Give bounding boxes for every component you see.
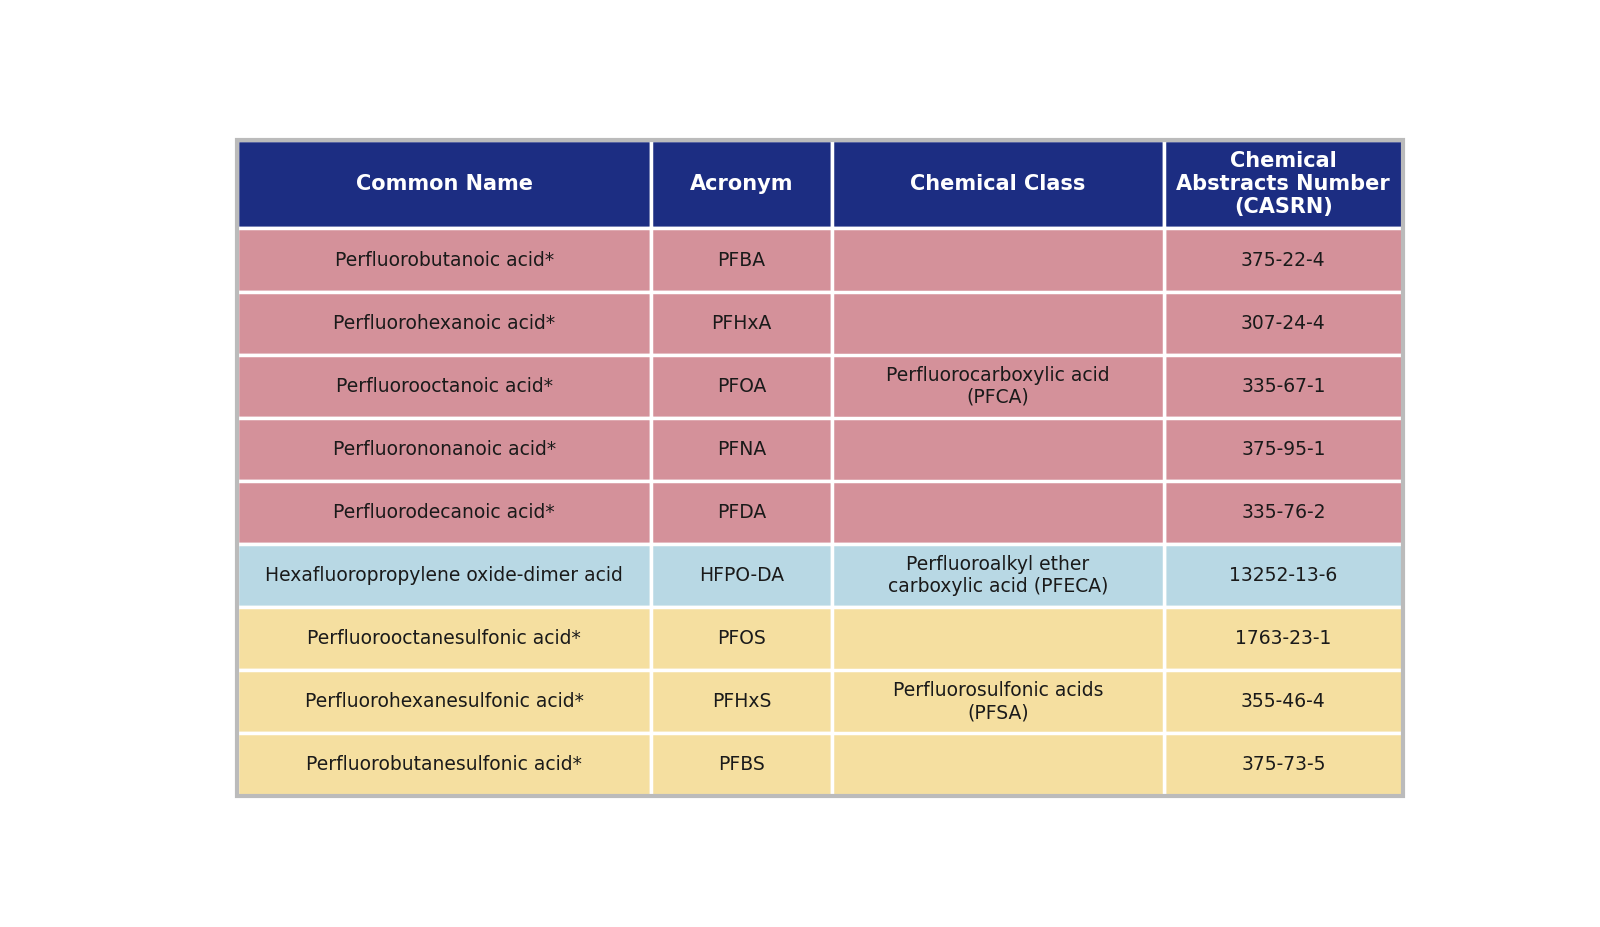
Bar [237,670,651,733]
Text: Perfluorooctanoic acid*: Perfluorooctanoic acid* [336,376,552,396]
Bar [237,733,651,796]
Bar [237,140,651,228]
Bar [651,481,832,544]
Text: 375-73-5: 375-73-5 [1242,756,1325,774]
Bar [651,140,832,228]
Text: Perfluorodecanoic acid*: Perfluorodecanoic acid* [333,503,555,522]
Text: 335-76-2: 335-76-2 [1242,503,1325,522]
Bar [237,228,651,292]
Bar [1163,670,1403,733]
Bar [1163,544,1403,607]
Bar [651,228,832,292]
Text: 1763-23-1: 1763-23-1 [1235,629,1331,648]
Text: Acronym: Acronym [690,174,794,194]
Text: PFBA: PFBA [717,250,765,270]
Text: 307-24-4: 307-24-4 [1242,313,1326,333]
Bar [651,733,832,796]
Bar [1163,140,1403,228]
Text: Perfluoroalkyl ether
carboxylic acid (PFECA): Perfluoroalkyl ether carboxylic acid (PF… [888,555,1107,596]
Text: Perfluorohexanoic acid*: Perfluorohexanoic acid* [333,313,555,333]
Bar [651,607,832,670]
Text: Perfluorononanoic acid*: Perfluorononanoic acid* [333,439,555,459]
Bar [1163,418,1403,481]
Text: Perfluorocarboxylic acid
(PFCA): Perfluorocarboxylic acid (PFCA) [886,366,1109,407]
Text: 375-95-1: 375-95-1 [1242,439,1325,459]
Text: Perfluorohexanesulfonic acid*: Perfluorohexanesulfonic acid* [304,692,584,711]
Text: Perfluorobutanoic acid*: Perfluorobutanoic acid* [334,250,554,270]
Text: 335-67-1: 335-67-1 [1242,376,1325,396]
Bar [651,544,832,607]
Bar [1163,228,1403,292]
Bar [1163,733,1403,796]
Bar [1163,481,1403,544]
Text: PFDA: PFDA [717,503,766,522]
Bar [651,670,832,733]
Text: 355-46-4: 355-46-4 [1242,692,1326,711]
Text: PFHxA: PFHxA [710,313,771,333]
Bar [237,355,651,418]
Bar [237,481,651,544]
Text: Chemical Class: Chemical Class [910,174,1085,194]
Text: PFNA: PFNA [717,439,766,459]
Text: Chemical
Abstracts Number
(CASRN): Chemical Abstracts Number (CASRN) [1176,151,1390,217]
Text: 375-22-4: 375-22-4 [1242,250,1326,270]
Bar [832,140,1163,228]
Bar [651,355,832,418]
Text: 13252-13-6: 13252-13-6 [1229,566,1338,585]
Bar [832,228,1163,544]
Bar [1163,607,1403,670]
Text: Hexafluoropropylene oxide-dimer acid: Hexafluoropropylene oxide-dimer acid [266,566,622,585]
Bar [651,418,832,481]
Text: Perfluorobutanesulfonic acid*: Perfluorobutanesulfonic acid* [306,756,582,774]
Bar [1163,355,1403,418]
Bar [237,418,651,481]
Text: PFHxS: PFHxS [712,692,771,711]
Text: PFOS: PFOS [717,629,766,648]
Text: Common Name: Common Name [355,174,533,194]
Text: PFOA: PFOA [717,376,766,396]
Bar [832,607,1163,796]
Bar [237,607,651,670]
Bar [237,544,651,607]
Bar [237,292,651,355]
Text: PFBS: PFBS [718,756,765,774]
Text: Perfluorosulfonic acids
(PFSA): Perfluorosulfonic acids (PFSA) [893,681,1102,722]
Bar [832,544,1163,607]
Bar [651,292,832,355]
Text: Perfluorooctanesulfonic acid*: Perfluorooctanesulfonic acid* [307,629,581,648]
Bar [1163,292,1403,355]
Text: HFPO-DA: HFPO-DA [699,566,784,585]
